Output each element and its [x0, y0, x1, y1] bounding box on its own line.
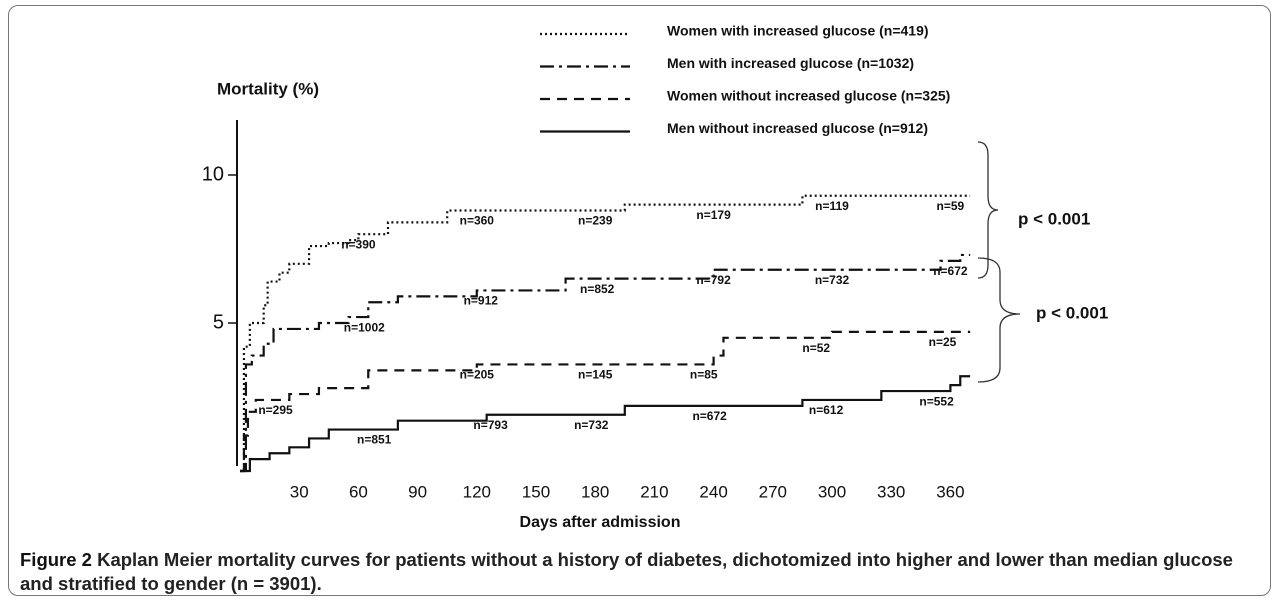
caption: Figure 2 Kaplan Meier mortality curves f…: [20, 548, 1265, 596]
at-risk-label: n=793: [473, 418, 508, 432]
figure-frame: [8, 5, 1271, 596]
x-tick-label: 120: [463, 482, 491, 501]
y-tick-label: 10: [202, 163, 224, 185]
at-risk-label: n=85: [690, 368, 718, 382]
at-risk-label: n=205: [460, 368, 495, 382]
at-risk-label: n=179: [696, 208, 731, 222]
bracket: [977, 141, 999, 279]
at-risk-label: n=239: [578, 214, 613, 228]
x-tick-label: 300: [818, 482, 846, 501]
km-curve: [240, 330, 971, 473]
x-tick-label: 30: [290, 482, 309, 501]
x-tick-label: 360: [936, 482, 964, 501]
at-risk-label: n=360: [460, 214, 495, 228]
x-tick-label: 60: [349, 482, 368, 501]
at-risk-label: n=732: [815, 273, 850, 287]
at-risk-label: n=732: [574, 418, 609, 432]
y-tick-label: 5: [213, 311, 224, 333]
legend-label: Men without increased glucose (n=912): [667, 120, 928, 136]
legend-label: Women without increased glucose (n=325): [667, 88, 950, 104]
km-curve: [240, 375, 971, 473]
caption-text: Kaplan Meier mortality curves for patien…: [20, 549, 1233, 594]
at-risk-label: n=552: [919, 394, 954, 408]
p-value: p < 0.001: [1018, 209, 1090, 228]
x-tick-label: 270: [759, 482, 787, 501]
bracket: [977, 257, 1021, 383]
x-tick-label: 240: [699, 482, 727, 501]
km-curve: [240, 253, 971, 473]
y-axis-label: Mortality (%): [217, 79, 319, 98]
at-risk-label: n=792: [696, 273, 731, 287]
p-value: p < 0.001: [1036, 303, 1108, 322]
x-tick-label: 180: [581, 482, 609, 501]
legend-label: Women with increased glucose (n=419): [667, 23, 929, 39]
at-risk-label: n=672: [692, 409, 727, 423]
at-risk-label: n=1002: [344, 320, 385, 334]
x-axis-label: Days after admission: [520, 514, 681, 531]
x-tick-label: 210: [640, 482, 668, 501]
at-risk-label: n=851: [357, 433, 392, 447]
at-risk-label: n=672: [933, 264, 968, 278]
at-risk-label: n=390: [341, 237, 376, 251]
at-risk-label: n=25: [929, 335, 957, 349]
at-risk-label: n=612: [809, 403, 844, 417]
at-risk-label: n=52: [802, 341, 830, 355]
x-tick-label: 150: [522, 482, 550, 501]
x-tick-label: 330: [877, 482, 905, 501]
at-risk-label: n=119: [815, 199, 849, 213]
at-risk-label: n=59: [937, 199, 965, 213]
x-tick-label: 90: [408, 482, 427, 501]
at-risk-label: n=145: [578, 368, 613, 382]
km-curve: [240, 194, 971, 473]
caption-label: Figure 2: [20, 549, 92, 570]
at-risk-label: n=852: [580, 282, 615, 296]
at-risk-label: n=912: [464, 294, 499, 308]
legend-label: Men with increased glucose (n=1032): [667, 55, 914, 71]
at-risk-label: n=295: [258, 403, 293, 417]
